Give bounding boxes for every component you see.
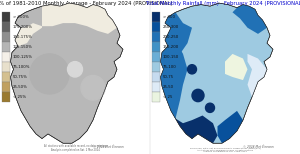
Bar bbox=[152, 22, 160, 32]
Circle shape bbox=[68, 62, 82, 77]
Text: Rainfall % of 1981-2010 Monthly Average - February 2024 (PROVISIONAL): Rainfall % of 1981-2010 Monthly Average … bbox=[0, 1, 172, 6]
Text: < 25: < 25 bbox=[163, 95, 172, 99]
Text: 125-150%: 125-150% bbox=[13, 45, 33, 49]
Text: 50-75: 50-75 bbox=[163, 75, 174, 79]
Text: Total Monthly Rainfall (mm) - February 2024 (PROVISIONAL): Total Monthly Rainfall (mm) - February 2… bbox=[146, 1, 300, 6]
Polygon shape bbox=[165, 12, 192, 54]
Polygon shape bbox=[176, 116, 218, 143]
Text: All stations with available record, no data missing
Analysis completed on Sat. 2: All stations with available record, no d… bbox=[44, 144, 106, 152]
Polygon shape bbox=[15, 3, 117, 46]
Polygon shape bbox=[218, 111, 243, 143]
Text: 150-175%: 150-175% bbox=[13, 35, 33, 39]
Text: © 2024 Met Éireann: © 2024 Met Éireann bbox=[93, 145, 123, 149]
Circle shape bbox=[206, 103, 214, 112]
Bar bbox=[2, 22, 10, 32]
Polygon shape bbox=[248, 54, 267, 97]
Polygon shape bbox=[11, 3, 123, 143]
Bar bbox=[2, 92, 10, 102]
Bar bbox=[2, 32, 10, 42]
Polygon shape bbox=[160, 40, 188, 119]
Text: > 200%: > 200% bbox=[13, 15, 28, 19]
Bar bbox=[152, 62, 160, 72]
Bar bbox=[152, 52, 160, 62]
Text: 200-250: 200-250 bbox=[163, 35, 179, 39]
Bar bbox=[152, 42, 160, 52]
Text: 50-75%: 50-75% bbox=[13, 75, 28, 79]
Text: 25-50: 25-50 bbox=[163, 85, 174, 89]
Circle shape bbox=[30, 54, 69, 94]
Bar bbox=[2, 72, 10, 82]
Polygon shape bbox=[232, 5, 267, 34]
Bar bbox=[2, 82, 10, 92]
Text: 175-200%: 175-200% bbox=[13, 25, 33, 29]
Text: 100-125%: 100-125% bbox=[13, 55, 33, 59]
Text: Provisional data: not all PROVISIONAL observations (WMO/RA1)
All stations with a: Provisional data: not all PROVISIONAL ob… bbox=[190, 148, 260, 152]
Text: 75-100%: 75-100% bbox=[13, 65, 30, 69]
Text: 75-100: 75-100 bbox=[163, 65, 176, 69]
Polygon shape bbox=[225, 54, 248, 80]
Bar bbox=[2, 52, 10, 62]
Polygon shape bbox=[160, 3, 273, 143]
Circle shape bbox=[81, 75, 105, 100]
Text: © 2024 Met Éireann: © 2024 Met Éireann bbox=[243, 145, 273, 149]
Text: > 300: > 300 bbox=[163, 15, 175, 19]
Bar bbox=[152, 72, 160, 82]
Bar bbox=[2, 42, 10, 52]
Bar bbox=[152, 32, 160, 42]
Text: 25-50%: 25-50% bbox=[13, 85, 28, 89]
Bar bbox=[152, 12, 160, 22]
Bar bbox=[2, 62, 10, 72]
Circle shape bbox=[188, 65, 196, 74]
Bar bbox=[152, 92, 160, 102]
Bar bbox=[152, 82, 160, 92]
Text: 150-200: 150-200 bbox=[163, 45, 179, 49]
Text: < 25%: < 25% bbox=[13, 95, 26, 99]
Text: 250-300: 250-300 bbox=[163, 25, 179, 29]
Bar bbox=[2, 12, 10, 22]
Circle shape bbox=[192, 89, 204, 102]
Text: 100-150: 100-150 bbox=[163, 55, 179, 59]
